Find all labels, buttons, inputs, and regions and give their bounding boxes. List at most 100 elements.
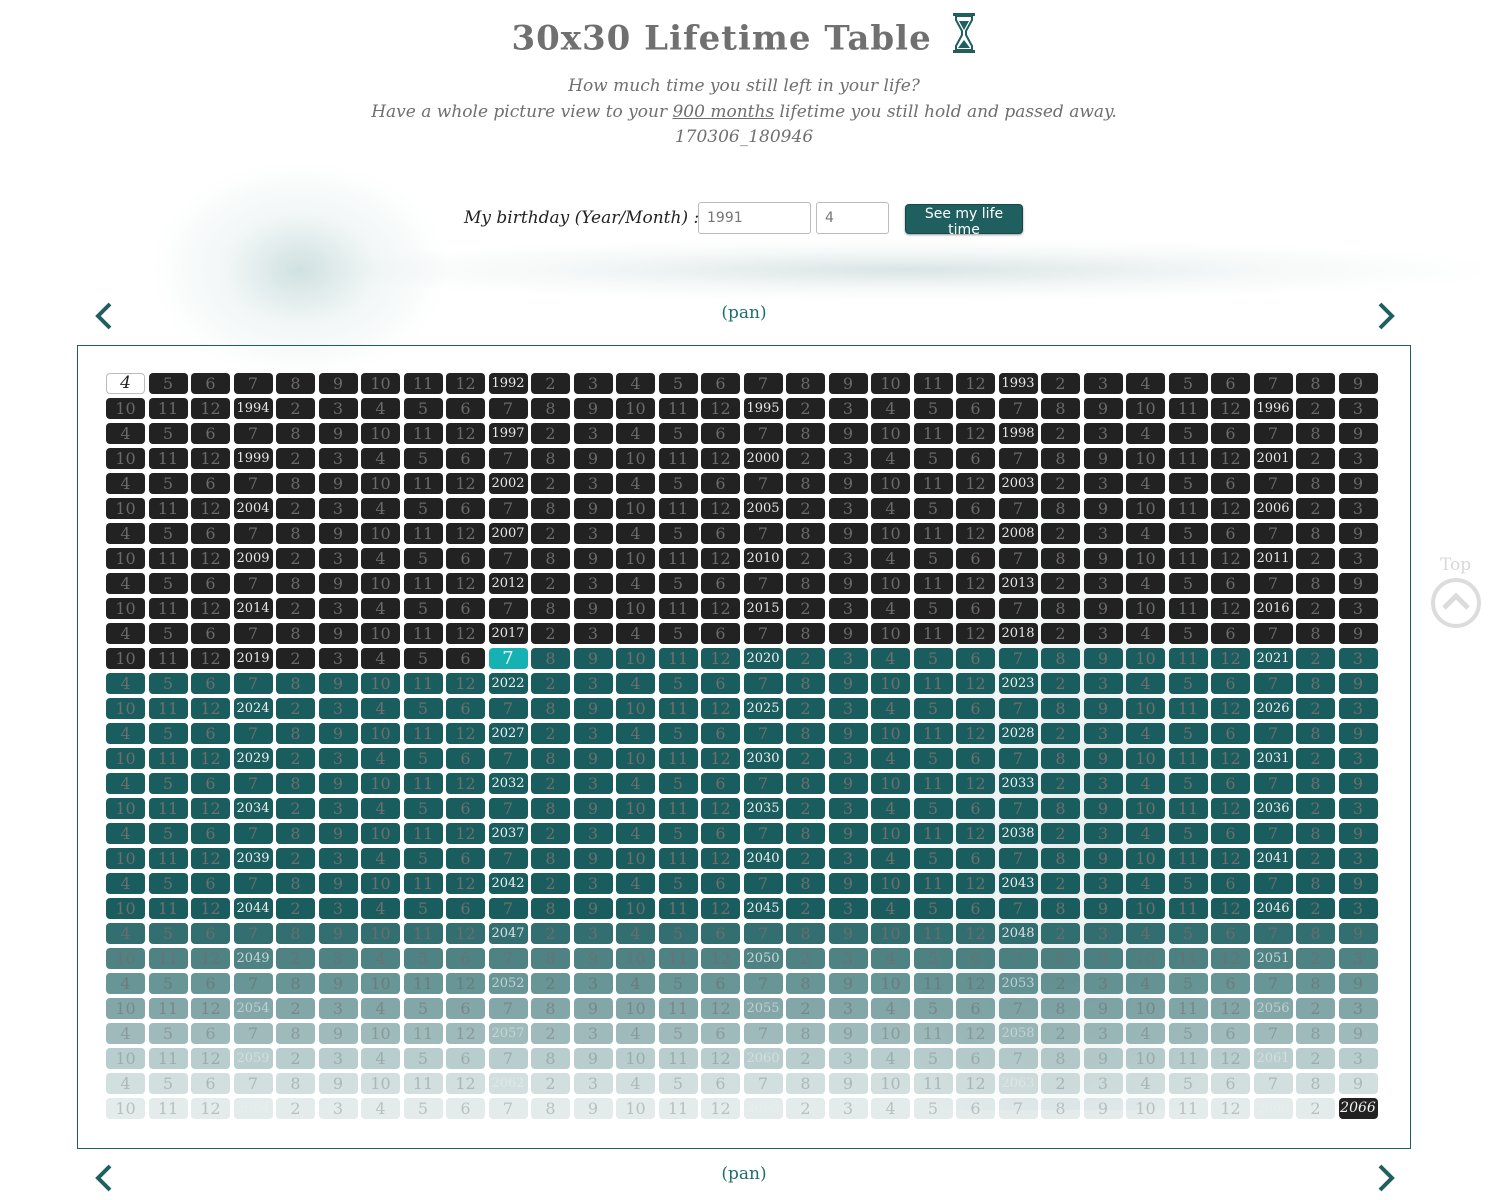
future-month-cell: 5 bbox=[1168, 1023, 1208, 1044]
months-link[interactable]: 900 months bbox=[672, 102, 775, 122]
passed-month-cell: 9 bbox=[1083, 398, 1123, 419]
pan-left-bottom-button[interactable] bbox=[90, 1162, 118, 1194]
future-month-cell: 7 bbox=[233, 823, 273, 844]
future-month-cell: 2037 bbox=[488, 823, 528, 844]
scroll-top-label: Top bbox=[1440, 555, 1472, 575]
future-month-cell: 7 bbox=[233, 973, 273, 994]
future-month-cell: 12 bbox=[956, 823, 995, 844]
future-month-cell: 4 bbox=[871, 648, 910, 669]
birth-year-input[interactable] bbox=[698, 202, 811, 234]
passed-month-cell: 3 bbox=[318, 448, 358, 469]
passed-month-cell: 9 bbox=[1338, 373, 1378, 394]
passed-month-cell: 5 bbox=[913, 598, 953, 619]
passed-month-cell: 5 bbox=[403, 448, 443, 469]
future-month-cell: 12 bbox=[446, 823, 485, 844]
passed-month-cell: 6 bbox=[1211, 373, 1250, 394]
future-month-cell: 2038 bbox=[998, 823, 1038, 844]
future-month-cell: 10 bbox=[616, 798, 655, 819]
future-month-cell: 4 bbox=[1126, 1073, 1165, 1094]
passed-month-cell: 8 bbox=[786, 623, 825, 644]
passed-month-cell: 11 bbox=[148, 498, 188, 519]
pan-top-label[interactable]: (pan) bbox=[721, 303, 767, 323]
future-month-cell: 9 bbox=[318, 923, 358, 944]
pan-bottom-label[interactable]: (pan) bbox=[721, 1164, 767, 1184]
passed-month-cell: 12 bbox=[446, 573, 485, 594]
future-month-cell: 12 bbox=[701, 998, 740, 1019]
passed-month-cell: 6 bbox=[191, 573, 230, 594]
future-month-cell: 7 bbox=[488, 848, 528, 869]
passed-month-cell: 8 bbox=[1041, 598, 1080, 619]
passed-month-cell: 12 bbox=[191, 548, 230, 569]
future-month-cell: 2043 bbox=[998, 873, 1038, 894]
future-month-cell: 2 bbox=[786, 948, 825, 969]
future-month-cell: 8 bbox=[276, 923, 315, 944]
future-month-cell: 7 bbox=[1253, 923, 1293, 944]
future-month-cell: 2021 bbox=[1253, 648, 1293, 669]
future-month-cell: 6 bbox=[701, 723, 740, 744]
birth-month-input[interactable] bbox=[816, 202, 889, 234]
future-month-cell: 7 bbox=[488, 898, 528, 919]
future-month-cell: 2 bbox=[1041, 923, 1080, 944]
future-month-cell: 8 bbox=[1041, 848, 1080, 869]
future-month-cell: 2 bbox=[531, 823, 570, 844]
future-month-cell: 9 bbox=[318, 773, 358, 794]
future-month-cell: 7 bbox=[233, 1073, 273, 1094]
passed-month-cell: 11 bbox=[148, 598, 188, 619]
pan-right-bottom-button[interactable] bbox=[1372, 1162, 1400, 1194]
passed-month-cell: 12 bbox=[191, 448, 230, 469]
scroll-top-button[interactable]: Top bbox=[1430, 555, 1482, 635]
future-month-cell: 2 bbox=[786, 1048, 825, 1069]
passed-month-cell: 7 bbox=[233, 523, 273, 544]
future-month-cell: 2 bbox=[786, 698, 825, 719]
future-month-cell: 6 bbox=[191, 823, 230, 844]
future-month-cell: 6 bbox=[1211, 723, 1250, 744]
future-month-cell: 3 bbox=[1338, 648, 1378, 669]
future-month-cell: 8 bbox=[1296, 673, 1335, 694]
passed-month-cell: 12 bbox=[956, 373, 995, 394]
version-text: 170306_180946 bbox=[674, 127, 814, 147]
future-month-cell: 9 bbox=[318, 823, 358, 844]
future-month-cell: 5 bbox=[913, 648, 953, 669]
passed-month-cell: 7 bbox=[998, 598, 1038, 619]
birthday-label: My birthday (Year/Month) : bbox=[464, 208, 700, 228]
future-month-cell: 8 bbox=[531, 748, 570, 769]
future-month-cell: 6 bbox=[446, 898, 485, 919]
passed-month-cell: 3 bbox=[573, 423, 613, 444]
future-month-cell: 2044 bbox=[233, 898, 273, 919]
passed-month-cell: 12 bbox=[1211, 498, 1250, 519]
future-month-cell: 4 bbox=[871, 948, 910, 969]
future-month-cell: 4 bbox=[616, 973, 655, 994]
passed-month-cell: 8 bbox=[786, 423, 825, 444]
future-month-cell: 10 bbox=[361, 773, 400, 794]
passed-month-cell: 7 bbox=[233, 573, 273, 594]
future-month-cell: 5 bbox=[658, 1073, 698, 1094]
passed-month-cell: 6 bbox=[956, 548, 995, 569]
future-month-cell: 2056 bbox=[1253, 998, 1293, 1019]
future-month-cell: 6 bbox=[446, 998, 485, 1019]
see-my-life-time-button[interactable]: See my life time bbox=[905, 204, 1023, 238]
future-month-cell: 5 bbox=[1168, 673, 1208, 694]
passed-month-cell: 1996 bbox=[1253, 398, 1293, 419]
passed-month-cell: 10 bbox=[106, 598, 145, 619]
future-month-cell: 6 bbox=[1211, 873, 1250, 894]
future-month-cell: 10 bbox=[616, 948, 655, 969]
future-month-cell: 12 bbox=[701, 648, 740, 669]
future-month-cell: 6 bbox=[191, 1073, 230, 1094]
passed-month-cell: 4 bbox=[106, 573, 145, 594]
passed-month-cell: 10 bbox=[871, 573, 910, 594]
future-month-cell: 8 bbox=[786, 923, 825, 944]
future-month-cell: 7 bbox=[743, 1073, 783, 1094]
future-month-cell: 5 bbox=[148, 723, 188, 744]
future-month-cell: 4 bbox=[871, 798, 910, 819]
future-month-cell: 4 bbox=[106, 1023, 145, 1044]
passed-month-cell: 4 bbox=[871, 398, 910, 419]
pan-left-top-button[interactable] bbox=[90, 300, 118, 332]
passed-month-cell: 8 bbox=[276, 573, 315, 594]
passed-month-cell: 4 bbox=[616, 423, 655, 444]
passed-month-cell: 3 bbox=[1083, 623, 1123, 644]
passed-month-cell: 5 bbox=[658, 473, 698, 494]
future-month-cell: 3 bbox=[573, 673, 613, 694]
passed-month-cell: 6 bbox=[701, 573, 740, 594]
pan-right-top-button[interactable] bbox=[1372, 300, 1400, 332]
future-month-cell: 10 bbox=[616, 898, 655, 919]
